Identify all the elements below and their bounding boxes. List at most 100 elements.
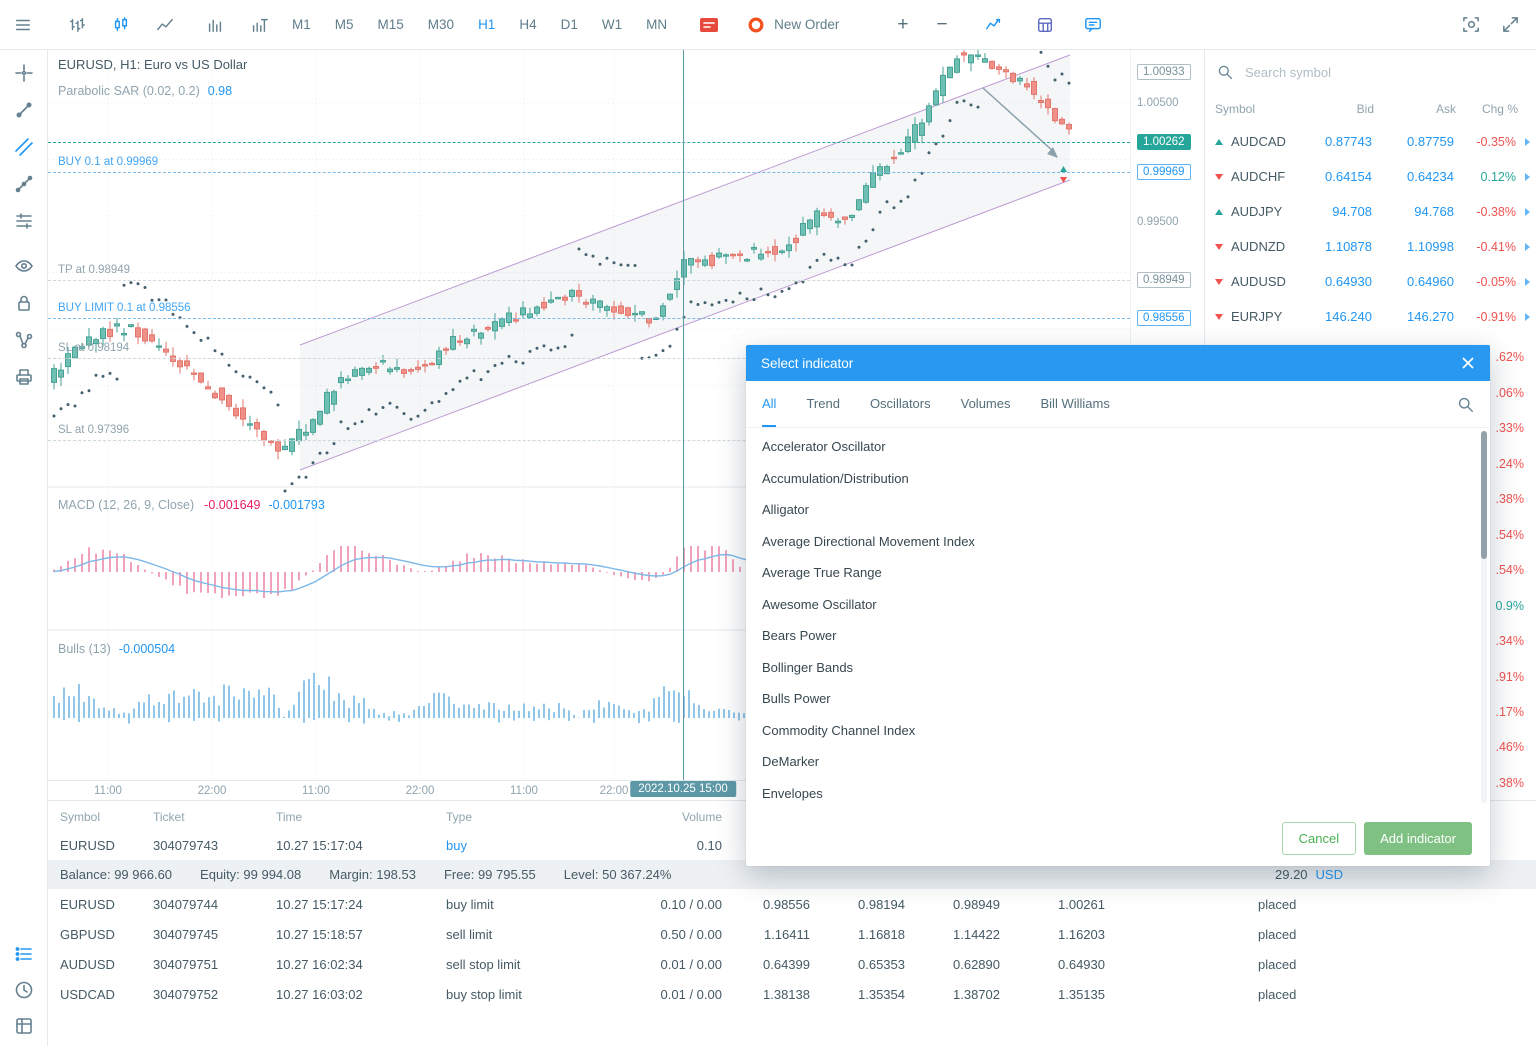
add-indicator-button[interactable]: Add indicator bbox=[1364, 821, 1472, 855]
ask-cell: 0.64960 bbox=[1407, 274, 1454, 289]
price-axis-label: 1.00933 bbox=[1137, 64, 1191, 80]
object-tree-icon[interactable] bbox=[14, 330, 34, 350]
position-row[interactable]: EURUSD 304079743 10.27 15:17:04 buy 0.10 bbox=[48, 830, 1536, 860]
symbol-detail-icon[interactable] bbox=[1516, 207, 1530, 216]
polyline-tool-icon[interactable] bbox=[14, 174, 34, 194]
visibility-eye-icon[interactable] bbox=[14, 256, 34, 276]
history-clock-icon[interactable] bbox=[14, 980, 34, 1000]
market-watch-row[interactable]: AUDCAD 0.87743 0.87759 -0.35% bbox=[1205, 124, 1536, 159]
column-chg[interactable]: Chg % bbox=[1481, 102, 1518, 116]
timeframe-button[interactable]: M15 bbox=[377, 17, 404, 32]
dialog-footer: Cancel Add indicator bbox=[746, 810, 1490, 866]
market-watch-row[interactable]: AUDNZD 1.10878 1.10998 -0.41% bbox=[1205, 229, 1536, 264]
price-axis-label: 1.00262 bbox=[1137, 134, 1191, 150]
order-row[interactable]: USDCAD 304079752 10.27 16:03:02 buy stop… bbox=[48, 979, 1536, 1009]
indicator-list-item[interactable]: Envelopes bbox=[762, 785, 823, 801]
indicator-tab[interactable]: Oscillators bbox=[869, 395, 931, 411]
symbol-detail-icon[interactable] bbox=[1516, 242, 1530, 251]
market-watch-row[interactable]: AUDCHF 0.64154 0.64234 0.12% bbox=[1205, 159, 1536, 194]
fullscreen-icon[interactable] bbox=[1501, 15, 1520, 34]
symbol-search-input[interactable] bbox=[1243, 63, 1524, 81]
indicator-list-item[interactable]: Average Directional Movement Index bbox=[762, 533, 975, 549]
symbol-detail-icon[interactable] bbox=[1516, 277, 1530, 286]
account-currency: USD bbox=[1315, 867, 1343, 882]
market-watch-row[interactable]: AUDUSD 0.64930 0.64960 -0.05% bbox=[1205, 264, 1536, 299]
print-icon[interactable] bbox=[14, 367, 34, 387]
market-watch-row[interactable]: EURJPY 146.240 146.270 -0.91% bbox=[1205, 299, 1536, 334]
chat-icon[interactable] bbox=[1084, 16, 1102, 34]
column-symbol[interactable]: Symbol bbox=[60, 810, 101, 824]
indicator-search-icon[interactable] bbox=[1457, 396, 1474, 413]
lock-icon[interactable] bbox=[14, 293, 34, 313]
timeframe-button[interactable]: M30 bbox=[427, 17, 455, 32]
symbol-detail-icon[interactable] bbox=[1516, 137, 1530, 146]
trendline-tool-icon[interactable] bbox=[14, 100, 34, 120]
crosshair-tool-icon[interactable] bbox=[14, 63, 34, 83]
indicators-icon[interactable] bbox=[984, 16, 1004, 34]
candlestick-chart-type-icon[interactable] bbox=[112, 16, 130, 34]
indicator-list: Accelerator Oscillator Accumulation/Distr… bbox=[746, 428, 1490, 810]
column-bid[interactable]: Bid bbox=[1356, 102, 1374, 116]
order-row[interactable]: GBPUSD 304079745 10.27 15:18:57 sell lim… bbox=[48, 919, 1536, 949]
indicator-tab[interactable]: Volumes bbox=[960, 395, 1011, 411]
indicator-tab[interactable]: Trend bbox=[806, 395, 840, 411]
new-order-button[interactable]: New Order bbox=[774, 17, 840, 32]
scrollbar-track[interactable] bbox=[1481, 431, 1487, 803]
indicator-list-item[interactable]: Accumulation/Distribution bbox=[762, 470, 909, 486]
screenshot-icon[interactable] bbox=[1462, 15, 1481, 34]
indicator-tab[interactable]: Bill Williams bbox=[1040, 395, 1110, 411]
volume-histogram-icon[interactable] bbox=[250, 16, 268, 34]
timeframe-button[interactable]: M1 bbox=[292, 17, 311, 32]
journal-grid-icon[interactable] bbox=[14, 1016, 34, 1036]
symbol-detail-icon[interactable] bbox=[1516, 312, 1530, 321]
scrollbar-thumb[interactable] bbox=[1481, 431, 1487, 559]
zoom-in-button[interactable]: + bbox=[897, 14, 909, 35]
timeframe-button[interactable]: MN bbox=[646, 17, 668, 32]
tick-direction-icon bbox=[1215, 173, 1223, 180]
indicator-list-item[interactable]: Commodity Channel Index bbox=[762, 722, 916, 738]
column-ticket[interactable]: Ticket bbox=[153, 810, 185, 824]
close-icon[interactable] bbox=[1461, 356, 1475, 370]
column-time[interactable]: Time bbox=[276, 810, 303, 824]
zoom-out-button[interactable]: − bbox=[936, 14, 948, 35]
cancel-button[interactable]: Cancel bbox=[1281, 821, 1357, 855]
column-ask[interactable]: Ask bbox=[1435, 102, 1456, 116]
indicator-list-item[interactable]: Bulls Power bbox=[762, 691, 831, 707]
new-order-icon[interactable] bbox=[747, 16, 765, 34]
order-row[interactable]: AUDUSD 304079751 10.27 16:02:34 sell sto… bbox=[48, 949, 1536, 979]
column-symbol[interactable]: Symbol bbox=[1215, 102, 1256, 116]
market-watch-row[interactable]: AUDJPY 94.708 94.768 -0.38% bbox=[1205, 194, 1536, 229]
symbol-detail-icon[interactable] bbox=[1516, 172, 1530, 181]
histogram-icon[interactable] bbox=[206, 16, 224, 34]
objects-grid-icon[interactable] bbox=[1036, 16, 1054, 34]
indicator-list-item[interactable]: DeMarker bbox=[762, 754, 820, 770]
indicator-list-item[interactable]: Bollinger Bands bbox=[762, 659, 854, 675]
timeframe-button[interactable]: D1 bbox=[560, 17, 578, 32]
indicator-list-item[interactable]: Average True Range bbox=[762, 565, 882, 581]
dialog-header[interactable]: Select indicator bbox=[746, 345, 1490, 381]
timeframe-button[interactable]: W1 bbox=[601, 17, 623, 32]
depth-of-market-icon[interactable] bbox=[699, 16, 719, 34]
indicator-list-item[interactable]: Accelerator Oscillator bbox=[762, 439, 886, 455]
channel-tool-icon[interactable] bbox=[14, 137, 34, 157]
indicator-list-item[interactable]: Alligator bbox=[762, 502, 809, 518]
indicator-tab[interactable]: All bbox=[762, 381, 777, 427]
drawing-tools-sidebar bbox=[0, 50, 48, 1046]
account-margin-level: Level: 50 367.24% bbox=[563, 867, 672, 882]
order-row[interactable]: EURUSD 304079744 10.27 15:17:24 buy limi… bbox=[48, 889, 1536, 919]
trade-list-icon[interactable] bbox=[14, 944, 34, 964]
timeframe-button[interactable]: H4 bbox=[519, 17, 537, 32]
menu-icon[interactable] bbox=[14, 16, 32, 34]
line-chart-type-icon[interactable] bbox=[156, 16, 174, 34]
timeframe-button[interactable]: M5 bbox=[334, 17, 354, 32]
indicator-list-item[interactable]: Awesome Oscillator bbox=[762, 596, 877, 612]
symbol-search[interactable] bbox=[1205, 50, 1536, 94]
position-ticket: 304079743 bbox=[153, 837, 219, 853]
bar-chart-type-icon[interactable] bbox=[68, 16, 86, 34]
horizontal-levels-tool-icon[interactable] bbox=[14, 211, 34, 231]
candlestick-chart[interactable] bbox=[48, 50, 1130, 800]
column-volume[interactable]: Volume bbox=[681, 810, 722, 824]
column-type[interactable]: Type bbox=[446, 810, 473, 824]
timeframe-button[interactable]: H1 bbox=[478, 17, 496, 32]
indicator-list-item[interactable]: Bears Power bbox=[762, 628, 837, 644]
